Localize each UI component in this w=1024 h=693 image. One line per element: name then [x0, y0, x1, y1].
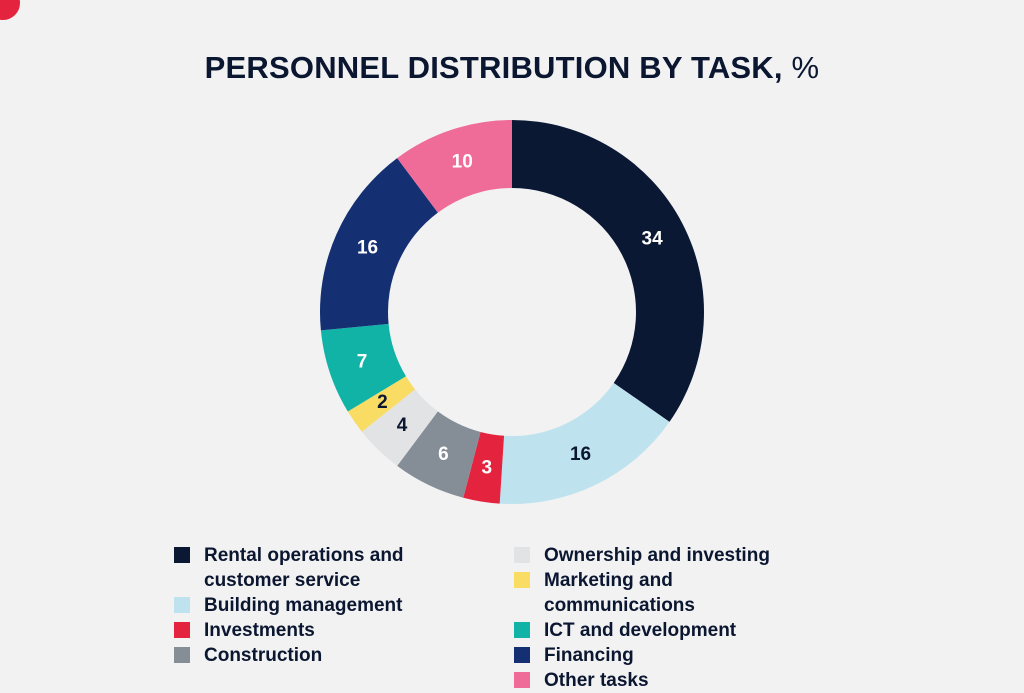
corner-logo-mark [0, 0, 20, 20]
legend-swatch [514, 572, 530, 588]
slice-label-building-management: 16 [570, 444, 591, 465]
legend-swatch [174, 547, 190, 563]
slice-ownership-and-investing [361, 389, 438, 466]
legend-item-ownership-and-investing: Ownership and investing [514, 543, 794, 568]
legend-label: Financing [544, 645, 634, 666]
slice-label-construction: 6 [438, 444, 449, 465]
slice-label-investments: 3 [481, 457, 492, 478]
legend-item-marketing-and-communications: Marketing and communications [514, 568, 794, 618]
legend-swatch [514, 672, 530, 688]
legend-label: Rental operations and customer service [204, 545, 404, 591]
donut-slices [320, 120, 704, 504]
slice-financing [320, 158, 438, 331]
legend-item-ict-and-development: ICT and development [514, 618, 794, 643]
slice-ict-and-development [320, 323, 406, 412]
legend-label: ICT and development [544, 620, 737, 641]
slice-marketing-and-communications [347, 376, 416, 432]
slice-label-rental-operations-and-customer-service: 34 [642, 228, 664, 249]
chart-title-text: PERSONNEL DISTRIBUTION BY TASK, [204, 50, 783, 85]
legend-item-financing: Financing [514, 643, 794, 668]
legend-swatch [174, 647, 190, 663]
legend-swatch [514, 622, 530, 638]
legend-item-rental-operations-and-customer-service: Rental operations and customer service [174, 543, 454, 593]
donut-labels: 34 16 3 6 427 16 10 [357, 152, 663, 479]
legend-label: Building management [204, 595, 403, 616]
legend-label: Other tasks [544, 670, 649, 691]
chart-title-unit: % [791, 50, 820, 85]
legend-label: Construction [204, 645, 323, 666]
legend-swatch [174, 597, 190, 613]
slice-other-tasks [397, 120, 512, 213]
slice-construction [397, 411, 481, 498]
legend-swatch [514, 647, 530, 663]
legend-swatch [514, 547, 530, 563]
legend-label: Marketing and communications [544, 570, 695, 616]
legend-swatch [174, 622, 190, 638]
slice-rental-operations-and-customer-service [512, 120, 704, 422]
legend-item-construction: Construction [174, 643, 454, 668]
slice-label-financing: 16 [357, 238, 378, 259]
legend-item-investments: Investments [174, 618, 454, 643]
chart-title: PERSONNEL DISTRIBUTION BY TASK, % [0, 50, 1024, 86]
legend-label: Ownership and investing [544, 545, 770, 566]
slice-label-marketing-and-communications: 2 [377, 392, 388, 413]
legend-item-building-management: Building management [174, 593, 454, 618]
slice-label-other-tasks: 10 [452, 152, 473, 173]
slice-label-ict-and-development: 7 [357, 351, 368, 372]
legend-left-column: Rental operations and customer service Bu… [174, 543, 454, 668]
legend-label: Investments [204, 620, 315, 641]
slice-investments [463, 431, 505, 504]
slice-building-management [499, 382, 670, 504]
slice-label-ownership-and-investing: 4 [397, 415, 408, 436]
legend-item-other-tasks: Other tasks [514, 668, 794, 693]
legend-right-column: Ownership and investing Marketing and com… [514, 543, 794, 693]
